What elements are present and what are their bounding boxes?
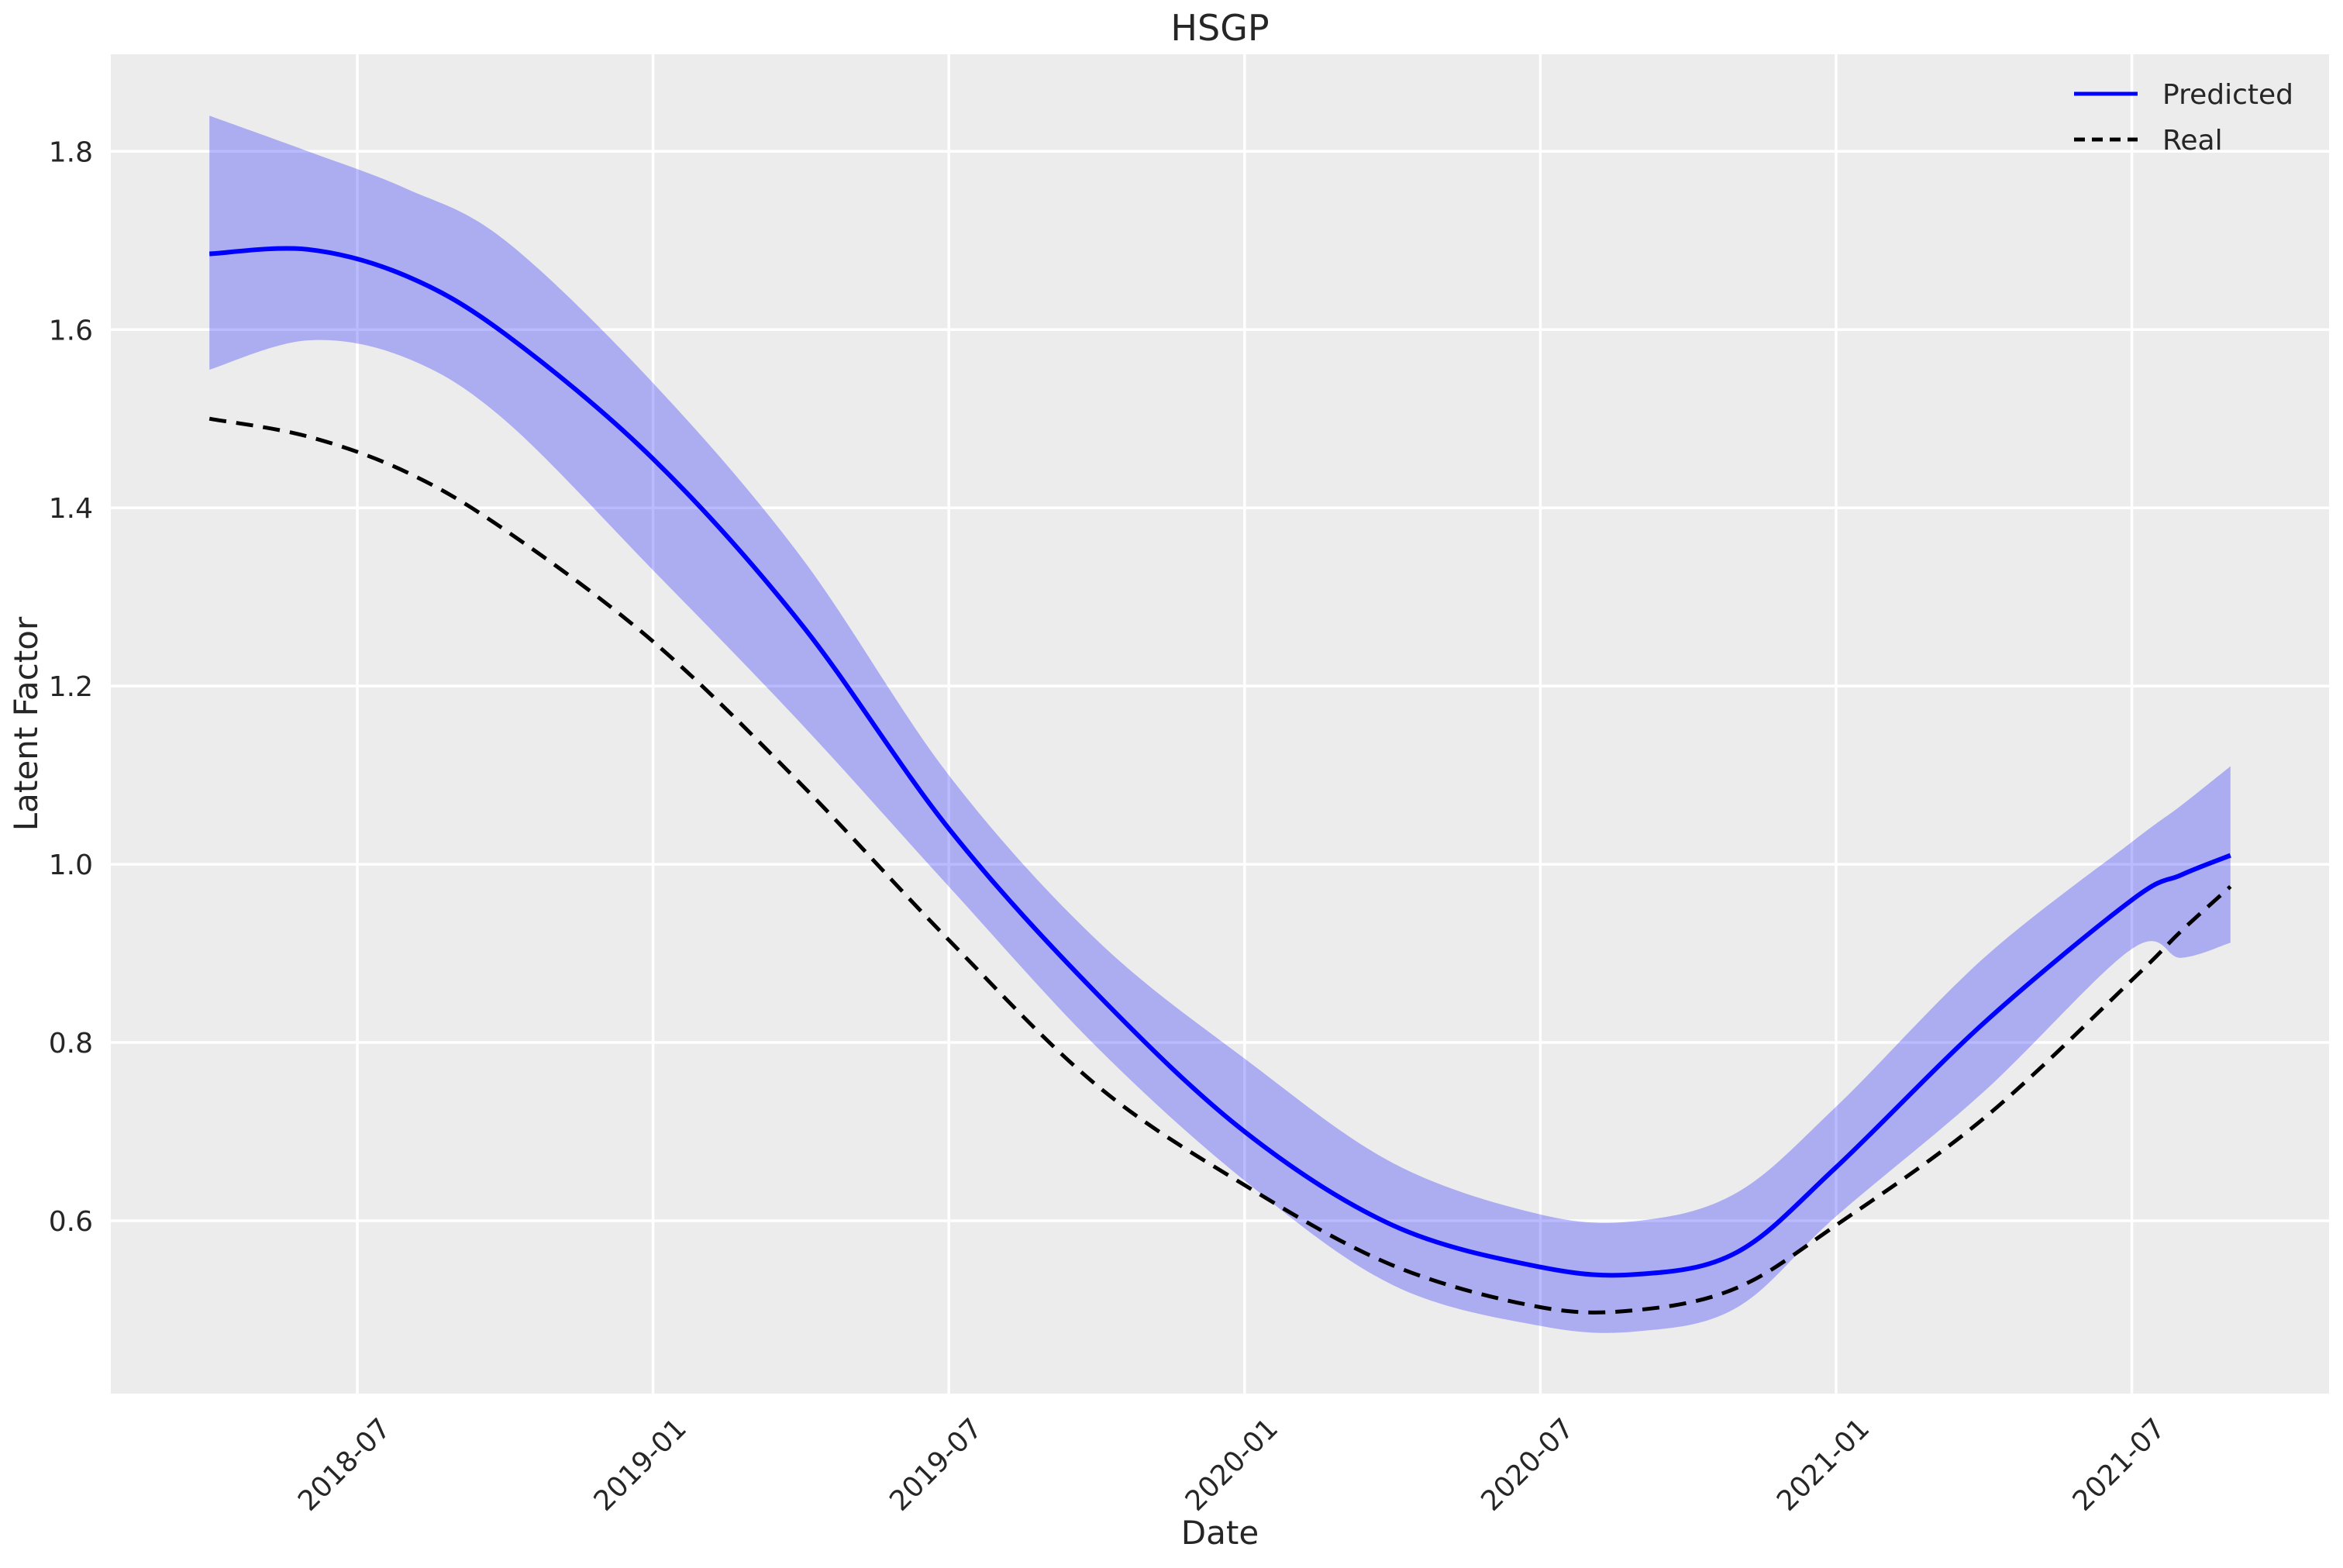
x-tick-label: 2019-07: [884, 1412, 988, 1517]
predicted-credible-band: [209, 115, 2231, 1333]
real-line: [208, 416, 2232, 1315]
y-tick-label: 0.6: [49, 1206, 93, 1238]
chart-title: HSGP: [1170, 7, 1269, 49]
y-tick-labels: 0.6 0.8 1.0 1.2 1.4 1.6 1.8: [49, 136, 93, 1238]
x-tick-labels: 2018-07 2019-01 2019-07 2020-01 2020-07 2021-…: [292, 1412, 2172, 1517]
data-series: [208, 246, 2232, 1315]
legend-real-label: Real: [2162, 125, 2223, 157]
predicted-line: [209, 246, 2231, 1278]
y-tick-label: 1.8: [49, 136, 93, 168]
gridlines: [111, 54, 2329, 1394]
x-tick-label: 2021-01: [1771, 1412, 1876, 1517]
y-tick-label: 0.8: [49, 1028, 93, 1060]
x-tick-label: 2020-01: [1180, 1412, 1284, 1517]
legend-predicted-label: Predicted: [2162, 79, 2293, 111]
y-tick-label: 1.6: [49, 315, 93, 346]
y-tick-label: 1.2: [49, 671, 93, 703]
uncertainty-band: [209, 115, 2231, 1333]
y-axis-label: Latent Factor: [7, 616, 45, 831]
x-tick-label: 2021-07: [2067, 1412, 2172, 1517]
x-tick-label: 2020-07: [1475, 1412, 1580, 1517]
y-tick-label: 1.0: [49, 849, 93, 881]
x-axis-label: Date: [1181, 1514, 1259, 1552]
legend: Predicted Real: [2074, 79, 2293, 157]
y-tick-label: 1.4: [49, 493, 93, 525]
x-tick-label: 2019-01: [588, 1412, 693, 1517]
x-tick-label: 2018-07: [292, 1412, 397, 1517]
